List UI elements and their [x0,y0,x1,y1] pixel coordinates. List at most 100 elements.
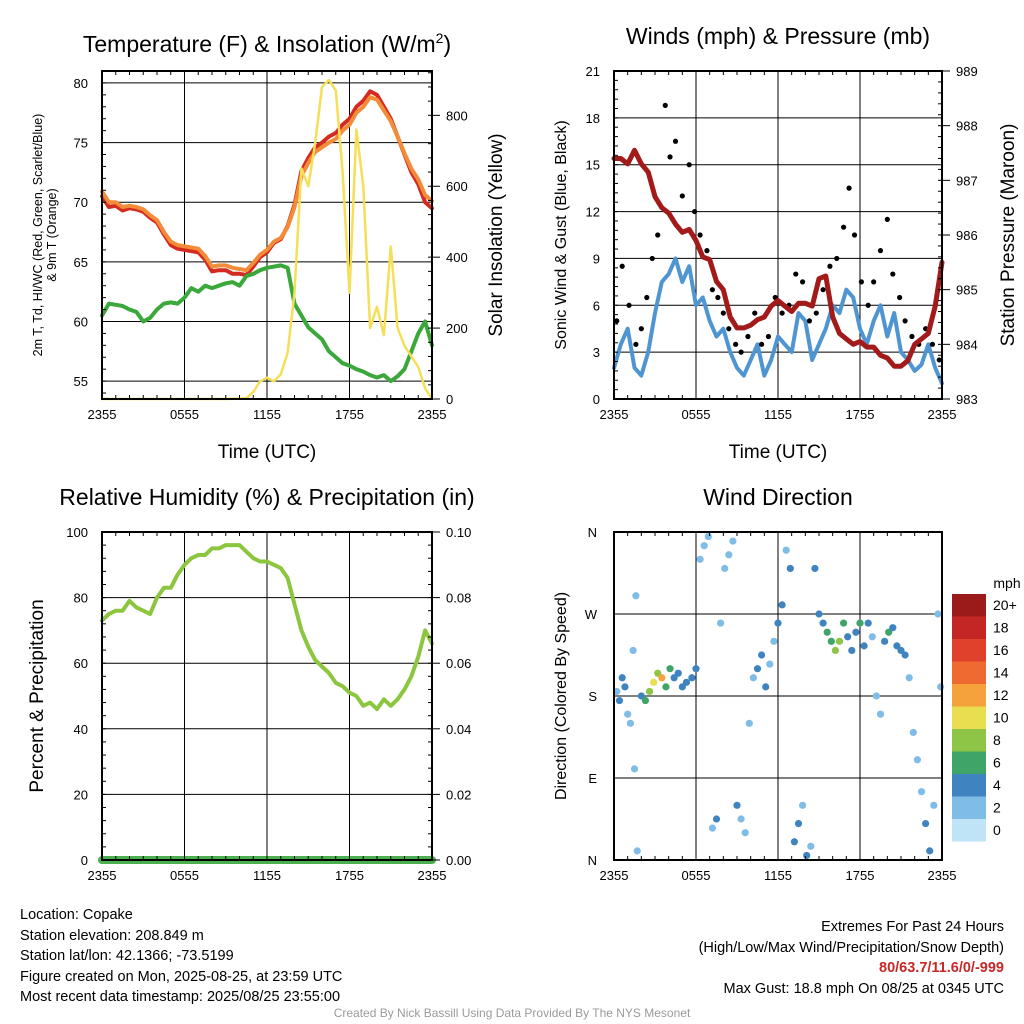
wind-point [871,279,877,285]
dir-point [741,829,749,837]
wind-point [827,263,833,269]
dir-point [618,674,626,682]
dir-point [917,788,926,796]
rh-y-tick-label: 20 [74,787,88,802]
wind-y-tick-label: 9 [593,251,600,266]
dir-point [807,842,815,850]
dir-point [662,683,670,691]
colorbar-label: 10 [993,710,1009,726]
temp-y-tick-label: 75 [74,136,88,151]
max-gust: Max Gust: 18.8 mph On 08/25 at 0345 UTC [723,980,1004,997]
wind-point [745,333,751,340]
temp-y-tick-label: 80 [74,76,88,91]
wind-point [644,294,650,301]
dir-point [868,633,876,641]
wind-x-tick-label: 0555 [682,407,711,422]
dir-point [909,728,917,737]
extremes-values: 80/63.7/11.6/0/-999 [879,960,1004,976]
wind-point [614,318,620,324]
wind-point [738,349,744,355]
wind-point [779,310,785,316]
dir-x-tick-label: 1755 [846,868,875,883]
dir-point [688,674,696,682]
dir-y-tick-label: W [585,607,598,622]
wind-point [697,232,703,238]
wind-point [655,232,661,238]
dir-point [835,637,844,645]
winds-panel: Winds (mph) & Pressure (mb) 2355 0555 1155… [553,23,1019,463]
colorbar-swatch [952,706,986,729]
wind-point [929,341,936,347]
rh-series-line [100,543,434,712]
dir-point [901,651,909,659]
dir-point [615,696,624,705]
wind-point [902,318,908,324]
station-latlon: Station lat/lon: 42.1366; -73.5199 [20,948,234,964]
wind-point [626,302,632,308]
dir-point [700,542,708,550]
dir-point [876,710,885,718]
wind-y-tick-label: 0 [593,392,600,407]
colorbar-swatch [952,594,986,617]
dir-point [823,628,831,636]
humidity-plot-area [101,531,433,861]
rh-y2-tick-label: 0.08 [446,591,471,606]
wind-direction-plot-area [613,531,943,861]
figure-created: Figure created on Mon, 2025-08-25, at 23… [20,968,343,985]
wind-point [834,255,840,262]
dir-point [827,637,835,645]
rh-y2-tick-label: 0.06 [446,656,471,671]
colorbar-label: 12 [993,687,1009,703]
winds-plot-area [613,70,943,400]
dir-point [658,674,666,682]
wind-point [841,224,847,230]
temp-y2-tick-label: 800 [446,108,468,123]
humidity-panel: Relative Humidity (%) & Precipitation (i… [27,484,475,883]
dir-point [766,660,774,668]
dir-point [749,674,758,682]
wind-point [793,271,799,277]
colorbar-label: 0 [993,822,1001,838]
rh-x-tick-label: 2355 [418,868,447,883]
colorbar-swatch [952,796,986,819]
wind-y-tick-label: 12 [586,205,600,220]
dir-point [840,619,848,627]
dir-point [774,619,782,627]
dir-point [682,678,691,686]
dir-point [729,537,737,545]
wind-point [726,326,732,332]
colorbar-swatch [952,639,986,662]
winds-x-axis-label: Time (UTC) [729,442,828,463]
wind-direction-panel: Wind Direction 2355 0555 1155 1755 2355NESWN… [553,484,1021,883]
humidity-left-axis-label: Percent & Precipitation [27,599,48,792]
station-info: Location: Copake Station elevation: 208.… [20,905,342,1008]
solar-right-axis-label: Solar Insolation (Yellow) [486,133,507,336]
wind-point [692,208,698,215]
recent-timestamp: Most recent data timestamp: 2025/08/25 2… [20,989,341,1005]
rh-y-tick-label: 100 [66,525,88,540]
wind-point [909,333,915,340]
wind-y2-tick-label: 989 [956,64,978,79]
wind-y-tick-label: 21 [586,64,600,79]
temperature-panel: Temperature (F) & Insolation (W/m2) 2355… [31,30,507,463]
wind-y2-tick-label: 986 [956,228,978,243]
wind-point [936,357,942,363]
wind-point [720,310,726,316]
wind-point [733,341,739,347]
colorbar-swatch [952,684,986,707]
dir-point [790,838,799,846]
rh-x-tick-label: 1155 [253,868,281,883]
dir-point [645,687,654,696]
dir-point [872,692,881,700]
dir-point [626,719,635,727]
wind-x-tick-label: 1755 [846,407,875,422]
dir-point [930,801,938,809]
dir-point [696,555,704,563]
extremes-info: Extremes For Past 24 Hours (High/Low/Max… [699,917,1004,999]
colorbar-label: 8 [993,732,1001,748]
dir-y-tick-label: E [588,771,597,786]
dir-point [630,765,639,773]
dir-point [674,669,682,677]
temp-y2-tick-label: 600 [446,179,468,194]
dir-point [844,633,852,641]
